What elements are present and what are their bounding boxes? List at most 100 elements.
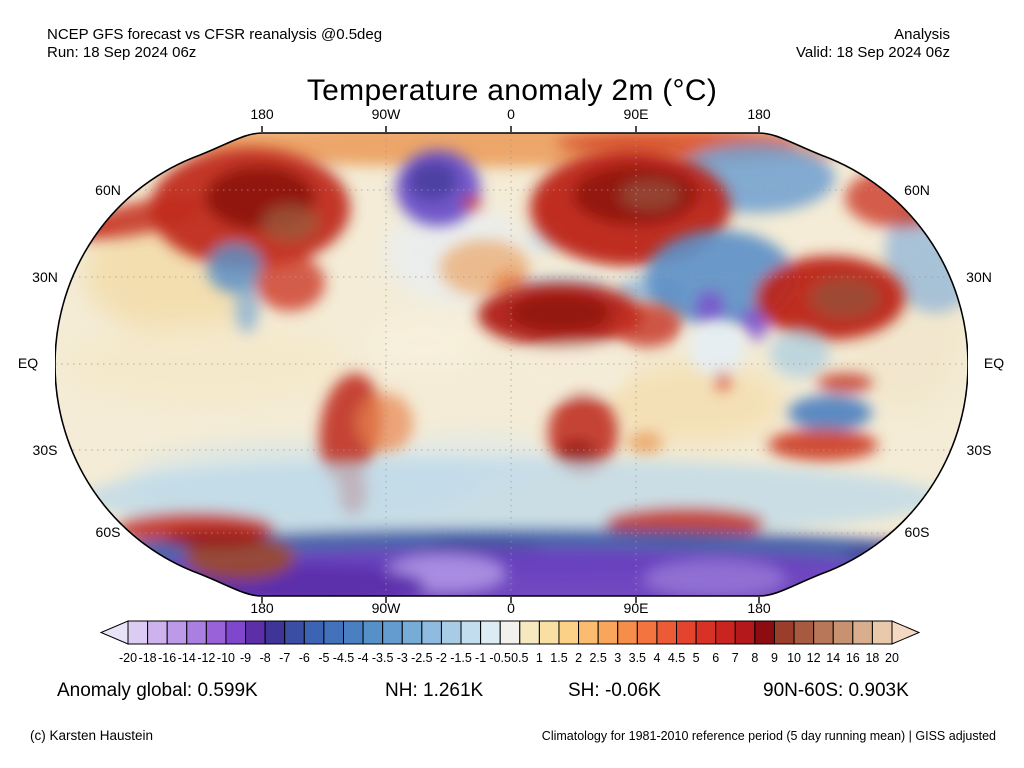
colorbar-tick-label: 2 [575, 651, 582, 665]
colorbar-tick-label: 1.5 [550, 651, 567, 665]
colorbar-tick-label: 4 [653, 651, 660, 665]
colorbar-cell [578, 620, 599, 645]
header-right: Analysis Valid: 18 Sep 2024 06z [796, 26, 950, 62]
lat-label-left: 60N [95, 182, 121, 198]
colorbar-cell [558, 620, 580, 645]
lat-label-left: EQ [17, 355, 39, 371]
stat-anomaly-global: Anomaly global: 0.599K [57, 680, 258, 701]
colorbar-tick-label: 3.5 [629, 651, 646, 665]
lat-label-right: 30S [966, 442, 992, 458]
model-info: NCEP GFS forecast vs CFSR reanalysis @0.… [47, 26, 383, 43]
colorbar-cell [715, 620, 736, 645]
colorbar-cell [225, 620, 247, 645]
colorbar-cell [813, 620, 834, 645]
map-outline [55, 132, 968, 597]
colorbar-cell [460, 620, 482, 645]
colorbar-tick-label: 20 [885, 651, 899, 665]
run-time: Run: 18 Sep 2024 06z [47, 44, 197, 61]
world-map [55, 126, 968, 603]
colorbar-tick-label: -4 [358, 651, 369, 665]
header-left: NCEP GFS forecast vs CFSR reanalysis @0.… [47, 26, 382, 62]
colorbar-tick-label: -8 [260, 651, 271, 665]
colorbar-cell [401, 620, 423, 645]
colorbar-tick-label: 5 [693, 651, 700, 665]
colorbar-tick-label: -16 [158, 651, 176, 665]
colorbar-tick-label: -1.5 [450, 651, 472, 665]
colorbar-cell [205, 620, 227, 645]
colorbar-cell [793, 620, 815, 645]
lon-label-top: 180 [747, 106, 771, 122]
colorbar-cell [323, 620, 344, 645]
colorbar-cell [597, 620, 619, 645]
colorbar-cell [538, 620, 560, 645]
lat-label-right: EQ [983, 355, 1005, 371]
colorbar-cell [754, 620, 775, 645]
colorbar-cell [421, 620, 442, 645]
colorbar-tick-label: -2 [436, 651, 447, 665]
map-ticks [261, 126, 760, 603]
colorbar-cell [147, 620, 168, 645]
colorbar-cell [480, 620, 501, 645]
lat-label-right: 60N [904, 182, 930, 198]
colorbar-tick-label: 10 [787, 651, 801, 665]
colorbar-cell [382, 620, 403, 645]
colorbar-cell [303, 620, 325, 645]
lon-label-top: 180 [250, 106, 274, 122]
colorbar-tick-label: 9 [771, 651, 778, 665]
colorbar-cell [695, 620, 717, 645]
lon-label-bottom: 180 [747, 600, 771, 616]
colorbar-arrow [891, 620, 920, 645]
colorbar-cell [245, 620, 266, 645]
stat-90n-60s: 90N-60S: 0.903K [763, 680, 909, 701]
colorbar-tick-label: -1 [475, 651, 486, 665]
colorbar-tick-label: 8 [751, 651, 758, 665]
colorbar-cell [636, 620, 658, 645]
colorbar-tick-label: 3 [614, 651, 621, 665]
colorbar-cell [773, 620, 795, 645]
stat-nh: NH: 1.261K [385, 680, 484, 701]
colorbar-tick-label: -4.5 [333, 651, 355, 665]
colorbar-cell [264, 620, 286, 645]
colorbar-cell [127, 620, 149, 645]
lat-label-left: 30N [32, 269, 58, 285]
colorbar-cell [676, 620, 697, 645]
lat-label-right: 60S [904, 524, 930, 540]
lon-label-bottom: 90W [371, 600, 401, 616]
copyright: (c) Karsten Haustein [30, 728, 154, 743]
colorbar-cell [186, 620, 207, 645]
colorbar-tick-label: 14 [826, 651, 840, 665]
colorbar-cell [440, 620, 462, 645]
colorbar-cell [499, 620, 521, 645]
stat-sh: SH: -0.06K [568, 680, 661, 701]
colorbar-tick-label: 1 [536, 651, 543, 665]
colorbar-cell [284, 620, 305, 645]
colorbar-tick-label: -3 [397, 651, 408, 665]
lat-label-left: 30S [32, 442, 58, 458]
lon-label-top: 90E [623, 106, 649, 122]
colorbar-cell [852, 620, 873, 645]
lat-label-left: 60S [95, 524, 121, 540]
map-color-field [55, 133, 968, 596]
colorbar-cell [362, 620, 384, 645]
colorbar-tick-label: -18 [139, 651, 157, 665]
colorbar-cell [617, 620, 638, 645]
colorbar-cell [734, 620, 756, 645]
map-gridlines [55, 133, 968, 596]
colorbar-cell [342, 620, 364, 645]
colorbar-tick-label: -5 [318, 651, 329, 665]
colorbar-tick-label: -20 [119, 651, 137, 665]
colorbar-tick-label: -3.5 [372, 651, 394, 665]
lon-label-bottom: 0 [507, 600, 515, 616]
colorbar: -20 -18 -16 -14 -12 -10 -9 -8 -7 -6 -5 -4.5 -4 -3.5 -3… [100, 620, 920, 665]
colorbar-cell [832, 620, 854, 645]
colorbar-tick-label: 6 [712, 651, 719, 665]
colorbar-tick-label: 18 [865, 651, 879, 665]
lon-label-top: 0 [507, 106, 515, 122]
colorbar-tick-label: 16 [846, 651, 860, 665]
colorbar-tick-label: -2.5 [411, 651, 433, 665]
analysis-label: Analysis [894, 26, 950, 43]
colorbar-tick-label: 2.5 [589, 651, 606, 665]
colorbar-cell [519, 620, 540, 645]
colorbar-tick-label: -6 [299, 651, 310, 665]
